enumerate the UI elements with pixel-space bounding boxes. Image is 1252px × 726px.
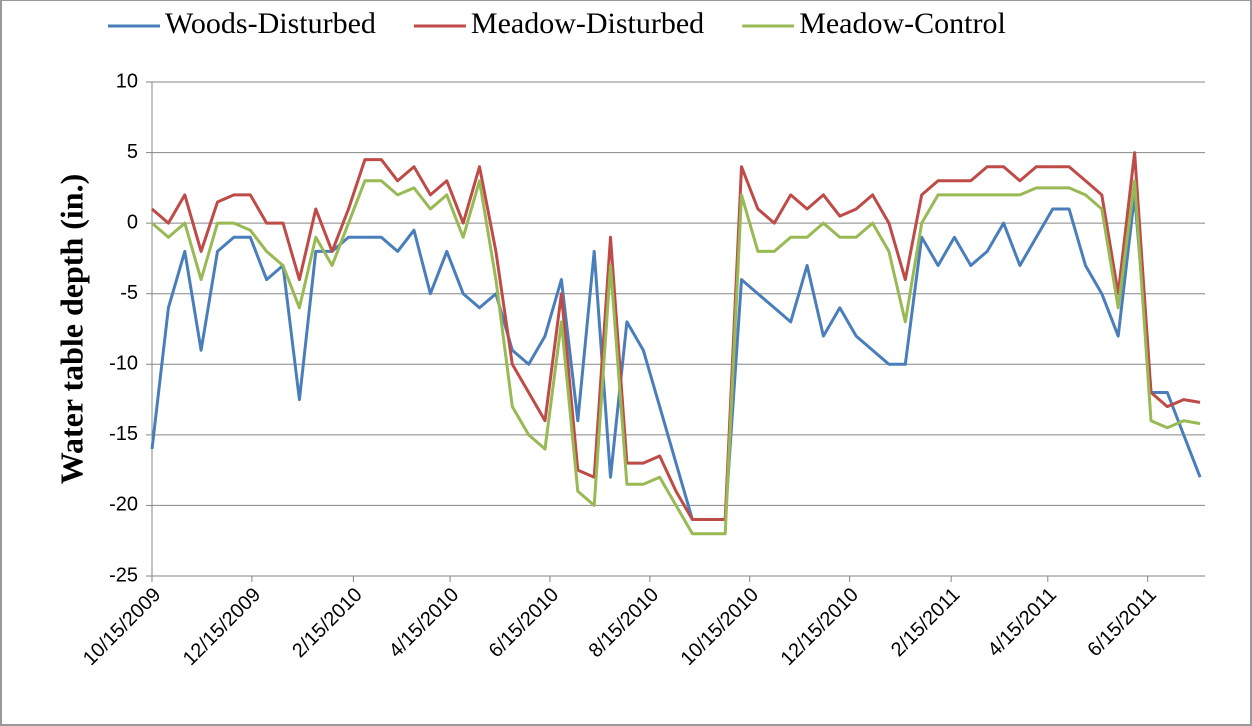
series-line	[150, 193, 1202, 521]
legend-label: Woods-Disturbed	[165, 7, 376, 40]
y-tick-label: 10	[116, 70, 138, 92]
y-tick-label: -5	[120, 282, 138, 304]
y-axis-label: Water table depth (in.)	[53, 174, 89, 485]
y-tick-label: -20	[109, 494, 138, 516]
legend-label: Meadow-Control	[799, 7, 1006, 40]
series-line	[151, 179, 1201, 536]
y-tick-label: -15	[109, 423, 138, 445]
legend-label: Meadow-Disturbed	[471, 7, 704, 40]
y-tick-label: 0	[127, 211, 138, 233]
y-tick-label: 5	[127, 141, 138, 163]
y-tick-label: -25	[109, 564, 138, 586]
y-tick-label: -10	[109, 353, 138, 375]
series-line	[151, 151, 1201, 521]
